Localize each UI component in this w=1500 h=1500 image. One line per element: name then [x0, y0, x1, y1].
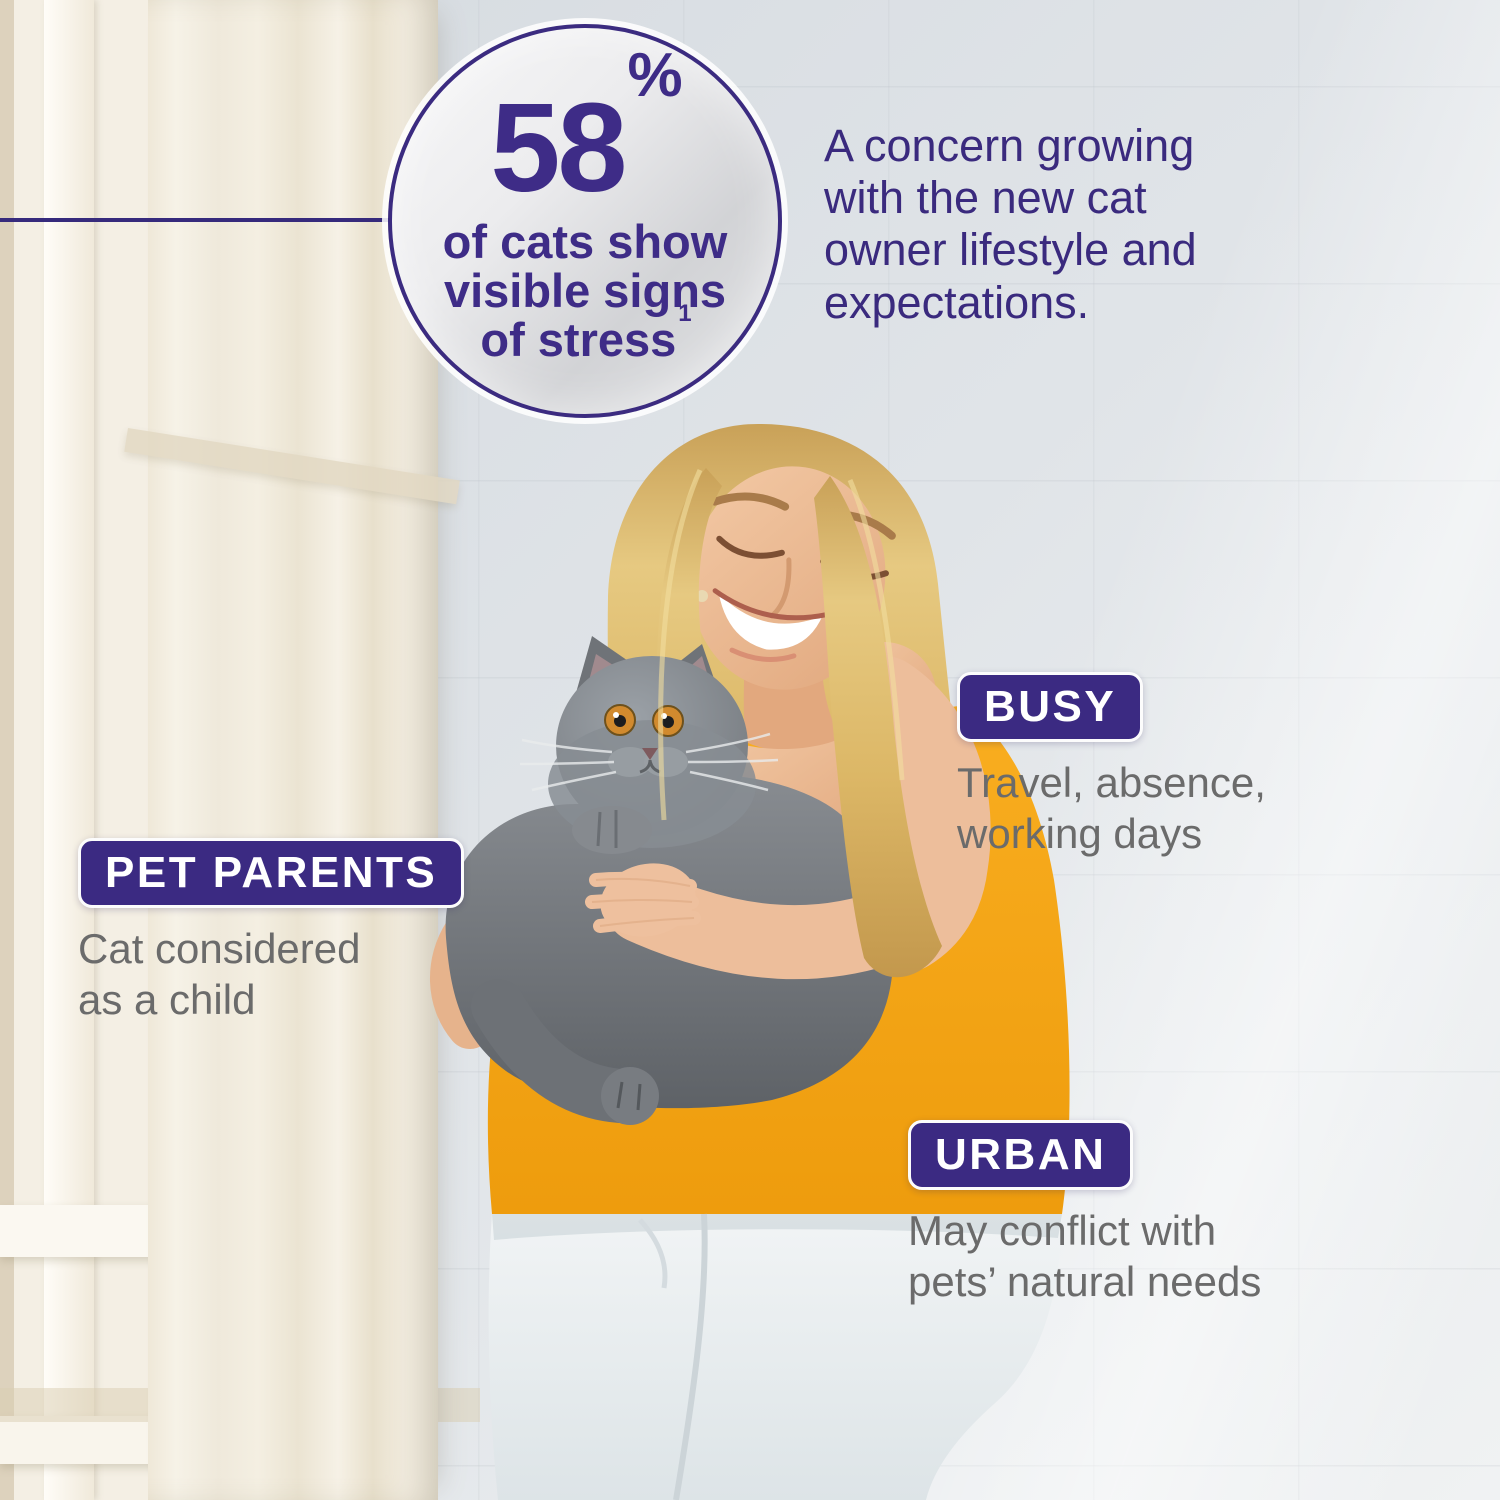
callout-busy: BUSY Travel, absence, working days — [957, 672, 1266, 859]
busy-badge: BUSY — [957, 672, 1144, 743]
cat-pupil-left — [614, 715, 626, 727]
stat-number: 58 — [490, 77, 627, 218]
stat-line-2: visible signs — [443, 263, 727, 317]
hair-front-right — [814, 476, 942, 978]
footnote-marker: 1 — [678, 300, 692, 327]
finger-lines — [591, 877, 695, 927]
jeans-fly — [638, 1218, 668, 1289]
stat-line-1: of cats show — [442, 214, 728, 268]
stat-circle: 58% of cats show visible signs of stress… — [388, 24, 782, 418]
stat-line-3: of stress1 — [480, 301, 691, 366]
window-frame-edge — [0, 0, 14, 1500]
white-jeans — [488, 1214, 1062, 1500]
cat-paw-toes — [616, 1081, 642, 1111]
cat-whiskers — [519, 732, 779, 792]
earring — [696, 590, 708, 602]
cat-nose — [642, 748, 658, 760]
urban-caption: May conflict with pets’ natural needs — [908, 1207, 1262, 1305]
intro-text: A concern growing with the new cat owner… — [824, 120, 1197, 328]
jeans-seam — [673, 1213, 708, 1500]
jeans-waist-shadow — [492, 1214, 1062, 1240]
busy-caption: Travel, absence, working days — [957, 759, 1266, 857]
cat-pupil-right — [662, 716, 674, 728]
cat-hind-paw — [601, 1067, 659, 1125]
pet-parents-badge: PET PARENTS — [78, 838, 465, 909]
percent-sign: % — [627, 41, 683, 110]
window-curtain-scene — [0, 0, 480, 1500]
stat-line-3-text: of stress — [480, 312, 677, 366]
hair-highlights — [658, 468, 905, 821]
cat-mouth — [639, 759, 661, 774]
neck — [743, 672, 848, 760]
callout-pet-parents: PET PARENTS Cat considered as a child — [78, 838, 465, 1025]
cat-front-toes — [596, 810, 618, 848]
cat-front-paw — [572, 806, 652, 854]
urban-badge: URBAN — [908, 1120, 1134, 1191]
callout-line — [0, 218, 392, 222]
stat-value: 58% — [490, 45, 682, 211]
cat-eye-glint-left — [613, 712, 619, 718]
cat — [445, 636, 895, 1125]
pet-parents-caption: Cat considered as a child — [78, 925, 361, 1023]
cat-muzzle-left — [608, 747, 652, 777]
callout-urban: URBAN May conflict with pets’ natural ne… — [908, 1120, 1261, 1307]
